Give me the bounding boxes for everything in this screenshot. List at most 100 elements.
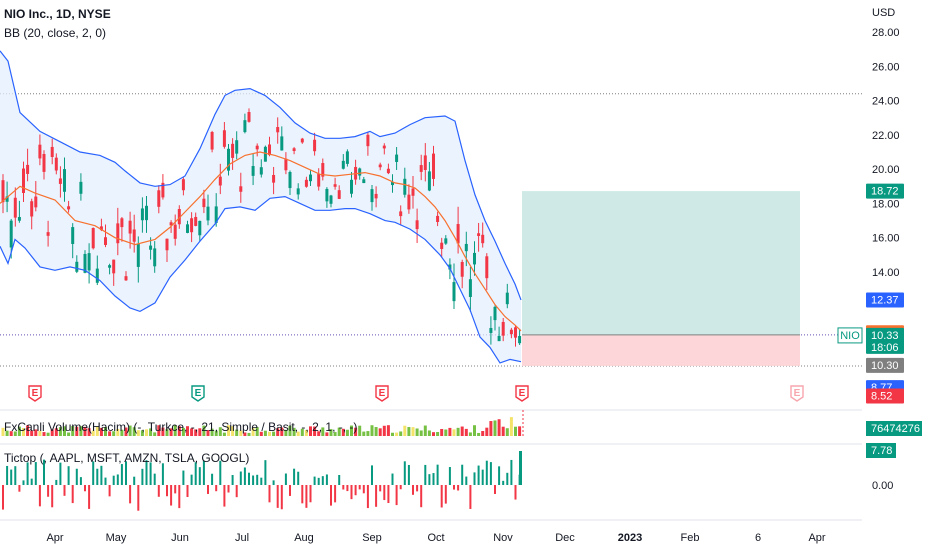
candle-body xyxy=(161,182,165,198)
volume-bar xyxy=(399,431,403,436)
tictop-bar xyxy=(211,473,214,485)
candle-body xyxy=(71,227,75,244)
candle-body xyxy=(263,146,267,162)
tictop-bar xyxy=(305,485,308,508)
price-tag-bg xyxy=(866,357,904,373)
tictop-bar xyxy=(330,485,332,506)
tictop-bar xyxy=(264,460,267,485)
tictop-indicator-label[interactable]: Tictop (, AAPL, MSFT, AMZN, TSLA, GOOGL) xyxy=(4,451,250,465)
candle-body xyxy=(26,164,30,174)
tictop-bar xyxy=(231,475,234,485)
volume-bar xyxy=(58,427,62,436)
volume-bar xyxy=(489,421,493,436)
tictop-bar xyxy=(448,467,451,485)
candle-body xyxy=(177,209,181,225)
symbol-title[interactable]: NIO Inc., 1D, NYSE xyxy=(4,7,111,21)
tictop-bar xyxy=(194,462,197,485)
volume-bar xyxy=(460,426,464,436)
candle-body xyxy=(116,223,120,244)
tictop-bar xyxy=(477,465,480,485)
volume-bar xyxy=(124,427,128,436)
volume-bar xyxy=(366,431,370,436)
candle-body xyxy=(514,327,517,338)
earnings-badge-label: E xyxy=(794,388,801,399)
tictop-bar xyxy=(260,477,263,485)
candle-body xyxy=(444,238,448,244)
candle-body xyxy=(481,234,485,244)
tictop-last-value: 7.78 xyxy=(871,445,892,457)
volume-bar xyxy=(452,429,456,436)
candle-body xyxy=(366,134,370,147)
candle-body xyxy=(268,144,271,156)
tictop-bar xyxy=(502,480,505,485)
earnings-badge-shape xyxy=(28,385,42,402)
tictop-bar xyxy=(116,474,119,485)
volume-bar xyxy=(378,428,382,436)
tictop-bar xyxy=(104,477,107,485)
volume-bar xyxy=(13,431,17,436)
tictop-bar xyxy=(207,485,209,494)
candle-body xyxy=(13,197,17,218)
volume-bar xyxy=(54,428,58,436)
volume-indicator-label[interactable]: FxCanli Volume(Hacim) (-, Turkce, -, 21,… xyxy=(4,420,358,434)
y-tick-label: 22.00 xyxy=(872,130,900,142)
volume-bar xyxy=(345,429,349,436)
earnings-marker: E xyxy=(375,385,389,402)
candle-body xyxy=(112,259,116,274)
price-tag: 12.37 xyxy=(866,292,904,308)
candle-body xyxy=(395,154,399,162)
tictop-bar xyxy=(166,485,168,497)
symbol-badge: NIO xyxy=(837,327,863,344)
candle-body xyxy=(247,112,251,122)
tictop-bar xyxy=(416,485,419,492)
candle-body xyxy=(333,184,337,187)
volume-bar xyxy=(448,427,452,436)
tictop-bar xyxy=(63,485,66,496)
tictop-bar xyxy=(346,485,349,492)
candle-body xyxy=(403,178,407,195)
price-tag: 8.52 xyxy=(866,388,904,404)
volume-bar xyxy=(132,427,136,436)
bb-basis-line xyxy=(0,151,522,332)
candle-body xyxy=(382,145,386,149)
candle-body xyxy=(227,148,230,171)
volume-bar xyxy=(419,430,423,436)
tictop-bar xyxy=(182,470,185,485)
tictop-bar xyxy=(75,468,78,485)
volume-bar xyxy=(104,427,107,436)
tictop-bar xyxy=(88,485,91,509)
volume-bar xyxy=(477,432,481,436)
x-tick-label: May xyxy=(106,532,127,544)
candle-body xyxy=(419,165,423,172)
y-tick-label: 20.00 xyxy=(872,164,900,176)
volume-bar xyxy=(222,432,226,436)
tictop-bar xyxy=(391,473,394,485)
tictop-bar xyxy=(186,485,189,498)
candle-body xyxy=(222,130,226,147)
earnings-marker: E xyxy=(28,385,42,402)
volume-bar xyxy=(505,428,509,436)
volume-bar xyxy=(153,432,157,436)
volume-bar xyxy=(354,427,358,436)
tictop-bar xyxy=(14,466,17,485)
candle-body xyxy=(145,205,148,221)
candle-body xyxy=(190,218,194,233)
candle-body xyxy=(231,143,235,158)
volume-bar xyxy=(177,426,181,436)
volume-bar xyxy=(284,429,288,436)
volume-bar xyxy=(304,429,308,436)
tictop-bar xyxy=(215,485,218,492)
x-tick-label: Feb xyxy=(681,532,700,544)
candle-body xyxy=(493,306,497,321)
candle-body xyxy=(30,201,34,217)
tictop-bar xyxy=(506,472,509,485)
volume-bar xyxy=(5,430,9,436)
earnings-badge-label: E xyxy=(379,388,386,399)
bb-indicator-label[interactable]: BB (20, close, 2, 0) xyxy=(4,26,107,40)
volume-bar xyxy=(280,427,284,436)
tictop-bar xyxy=(59,462,62,485)
candle-body xyxy=(239,186,243,192)
tictop-bar xyxy=(469,485,472,509)
stop-zone xyxy=(522,334,800,366)
